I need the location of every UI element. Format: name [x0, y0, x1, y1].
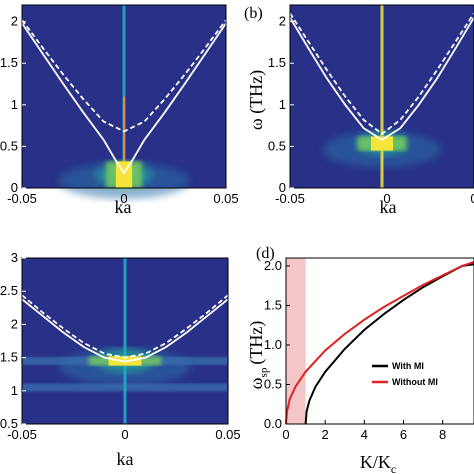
plot-frame — [21, 4, 227, 189]
y-tick-label: 1.0 — [264, 337, 282, 352]
bright-band — [370, 136, 394, 151]
x-tick-label: -0.05 — [275, 191, 305, 206]
y-tick-label: 0.0 — [264, 416, 282, 431]
heatmap-plot-a — [21, 5, 227, 199]
y-tick-label: 0.5 — [0, 416, 18, 431]
shaded-region — [286, 258, 306, 424]
central-line — [380, 5, 384, 188]
y-tick-label: 0.5 — [264, 376, 282, 391]
panel-c: ka 0.5 1 1.5 2 2.5 3 -0.05 0 0.05 — [0, 250, 241, 469]
dashed-curve — [21, 294, 229, 359]
x-tick-label: 0 — [282, 427, 289, 442]
panel-b-ylabel: ω (THz) — [246, 70, 267, 130]
panel-d-label: (d) — [256, 245, 275, 262]
panel-a-xlabel: ka — [115, 197, 132, 217]
panel-d: (d) K/Kc ωsp(THz) 0.0 0.5 1.0 1.5 2.0 0 2 4 6 8 Wi… — [246, 245, 474, 474]
y-tick-label: 1.5 — [0, 55, 18, 70]
panel-a: ka 00.511.52-0.05 0 0.05 — [0, 4, 239, 217]
panel-b-xlabel: ka — [380, 197, 397, 217]
plot-background — [286, 258, 474, 424]
y-tick-label: 2 — [279, 14, 286, 29]
solid-curve — [289, 17, 474, 141]
heatmap-plot-b — [289, 5, 474, 188]
x-tick-label: 0 — [383, 191, 390, 206]
y-tick-label: 0 — [11, 180, 18, 195]
x-tick-label: 4 — [361, 427, 368, 442]
x-tick-label: 2 — [322, 427, 329, 442]
panel-c-xlabel: ka — [117, 449, 134, 469]
x-tick-label: 6 — [400, 427, 407, 442]
line-plot-d — [285, 258, 474, 425]
series-line-1 — [285, 261, 474, 425]
y-tick-label: 1.5 — [268, 55, 286, 70]
y-tick-label: 2 — [11, 316, 18, 331]
legend-label-0: With MI — [392, 361, 424, 371]
solid-curve — [21, 22, 227, 175]
y-tick-label: 1 — [279, 97, 286, 112]
y-tick-label: 1.5 — [264, 297, 282, 312]
panel-b-label: (b) — [244, 5, 263, 22]
y-tick-label: 2.0 — [264, 258, 282, 273]
plot-frame — [289, 4, 474, 189]
x-tick-label: 0 — [120, 191, 127, 206]
solid-curve — [21, 298, 229, 363]
dashed-curve — [289, 12, 474, 136]
panel-d-xlabel: K/Kc — [360, 452, 396, 474]
x-tick-label: 0.05 — [215, 427, 240, 442]
central-line-hot — [123, 96, 125, 164]
plot-frame — [285, 257, 474, 425]
x-tick-label: 8 — [439, 427, 446, 442]
central-line — [123, 258, 127, 424]
y-tick-label: 0.5 — [268, 138, 286, 153]
y-tick-label: 3 — [11, 250, 18, 265]
x-tick-label: -0.05 — [7, 427, 37, 442]
legend-label-1: Without MI — [392, 377, 438, 387]
dashed-curve — [21, 19, 227, 133]
x-tick-label: 0 — [121, 427, 128, 442]
y-tick-label: 1 — [11, 383, 18, 398]
x-tick-label: 0 — [470, 191, 474, 206]
panel-d-ylabel: ωsp(THz) — [246, 321, 270, 390]
y-tick-label: 0 — [279, 180, 286, 195]
y-tick-label: 2 — [11, 14, 18, 29]
y-tick-label: 1 — [11, 97, 18, 112]
x-tick-label: -0.05 — [7, 191, 37, 206]
y-tick-label: 2.5 — [0, 283, 18, 298]
y-tick-label: 0.5 — [0, 138, 18, 153]
plot-frame — [21, 257, 229, 425]
x-tick-label: 0.05 — [213, 191, 238, 206]
y-tick-label: 1.5 — [0, 350, 18, 365]
heatmap-plot-c — [21, 258, 229, 424]
